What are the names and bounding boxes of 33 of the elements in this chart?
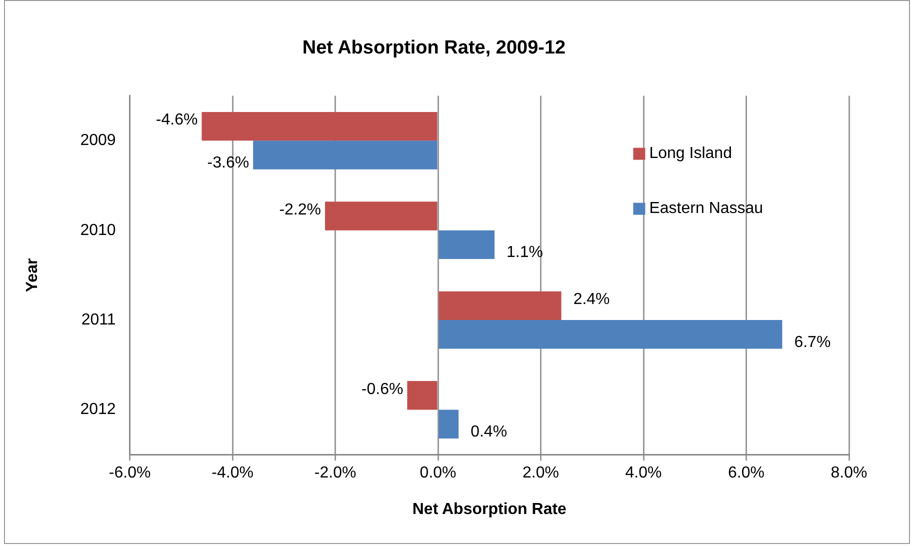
data-label: -0.6% xyxy=(361,380,404,398)
bar xyxy=(202,112,438,141)
bar xyxy=(438,320,782,349)
data-label: -4.6% xyxy=(156,112,198,129)
y-tick-label: 2012 xyxy=(80,401,116,418)
x-tick-label: -2.0% xyxy=(314,464,356,482)
data-label: 1.1% xyxy=(506,244,544,262)
bar xyxy=(438,230,495,260)
x-tick-label: 6.0% xyxy=(728,464,764,482)
data-label: 2.4% xyxy=(573,291,610,308)
bar xyxy=(325,202,438,230)
bar xyxy=(438,410,459,438)
data-label: -2.2% xyxy=(279,201,322,218)
legend-label: Eastern Nassau xyxy=(649,200,764,218)
legend-label: Long Island xyxy=(649,145,732,162)
y-tick-label: 2009 xyxy=(80,132,116,150)
data-label: 0.4% xyxy=(470,424,508,441)
x-tick-label: 0.0% xyxy=(420,464,456,482)
x-tick-label: 2.0% xyxy=(522,464,560,482)
x-tick-label: -6.0% xyxy=(108,464,151,482)
data-label: -3.6% xyxy=(207,154,250,172)
x-axis-title: Net Absorption Rate xyxy=(412,500,567,518)
y-tick-label: 2011 xyxy=(81,311,116,328)
chart-title: Net Absorption Rate, 2009-12 xyxy=(302,38,566,59)
x-tick-label: -4.0% xyxy=(212,464,254,482)
bar xyxy=(438,291,562,320)
y-axis-title: Year xyxy=(24,258,42,292)
x-tick-label: 8.0% xyxy=(830,464,868,482)
bar xyxy=(407,381,438,410)
x-tick-label: 4.0% xyxy=(625,464,662,482)
y-tick-label: 2010 xyxy=(80,222,116,239)
bar xyxy=(253,140,438,170)
data-label: 6.7% xyxy=(794,334,831,351)
